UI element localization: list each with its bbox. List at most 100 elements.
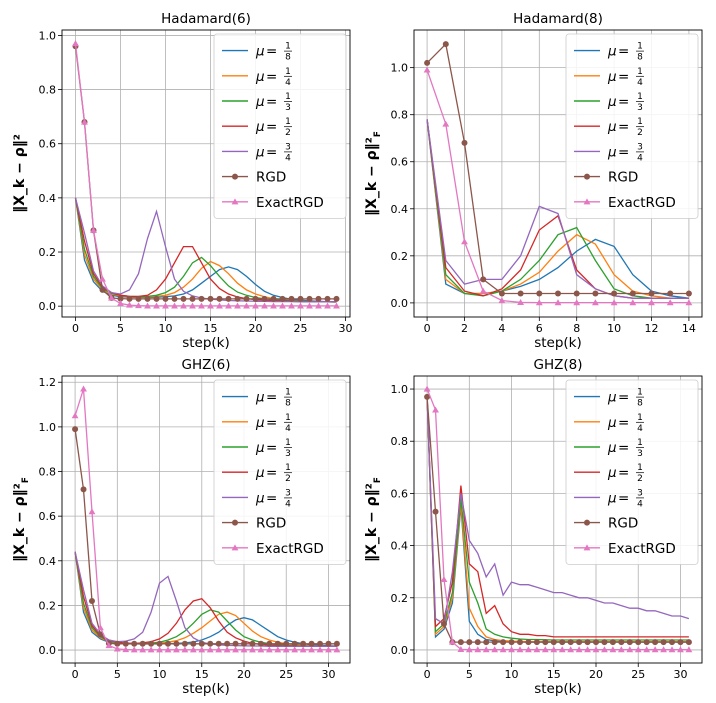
data-point (499, 646, 507, 653)
legend-label: μ (607, 440, 617, 456)
data-point (575, 646, 583, 653)
y-tick-label: 0.2 (391, 592, 409, 605)
x-tick-label: 30 (339, 322, 353, 335)
legend-frac-num: 1 (637, 438, 643, 448)
data-point (479, 287, 487, 294)
y-axis-label: ‖X_k − ρ‖² (12, 134, 28, 213)
legend-frac-den: 4 (285, 424, 291, 434)
data-point (432, 508, 439, 515)
data-point (144, 302, 151, 309)
data-point (243, 302, 250, 309)
legend-box (213, 379, 347, 565)
data-point (72, 426, 79, 433)
legend-frac-den: 4 (285, 78, 291, 88)
plot-area (423, 385, 693, 653)
data-point (114, 640, 121, 647)
legend-marker (583, 198, 591, 205)
data-point (498, 297, 506, 304)
data-point (171, 302, 178, 309)
data-point (618, 639, 625, 646)
series-line-3 (426, 396, 689, 638)
data-point (291, 640, 298, 647)
legend-label-eq: = (266, 69, 277, 85)
data-point (117, 300, 124, 307)
legend-frac-num: 3 (637, 142, 643, 152)
legend-frac-den: 8 (285, 399, 291, 409)
data-point (308, 646, 315, 653)
data-point (593, 639, 600, 646)
data-point (324, 295, 331, 302)
legend-frac-num: 1 (637, 117, 643, 127)
x-tick-label: 25 (294, 322, 308, 335)
legend-frac-num: 1 (285, 92, 291, 102)
y-tick-label: 0.4 (39, 192, 57, 205)
y-tick-label: 0.4 (391, 540, 409, 553)
data-point (164, 646, 172, 653)
x-tick-label: 30 (673, 668, 687, 681)
data-point (282, 646, 290, 653)
legend-frac-num: 1 (637, 67, 643, 77)
data-point (576, 639, 583, 646)
legend-label: μ (607, 144, 617, 160)
x-tick-label: 5 (466, 668, 473, 681)
legend-frac-den: 8 (637, 53, 643, 63)
x-tick-label: 0 (424, 322, 431, 335)
data-point (482, 646, 490, 653)
data-point (105, 642, 113, 649)
legend-frac-den: 2 (285, 474, 291, 484)
data-point (270, 302, 277, 309)
data-point (617, 646, 625, 653)
data-point (324, 302, 331, 309)
data-point (234, 302, 241, 309)
data-point (629, 299, 637, 306)
data-point (533, 646, 541, 653)
legend-frac-num: 3 (285, 488, 291, 498)
data-point (180, 295, 187, 302)
data-point (88, 597, 95, 604)
data-point (584, 646, 591, 653)
legend-frac-den: 3 (637, 449, 643, 459)
data-point (465, 646, 473, 653)
series-line-1 (426, 119, 689, 299)
data-point (629, 290, 636, 297)
data-point (207, 302, 214, 309)
axes-frame (61, 375, 351, 664)
legend-marker (583, 544, 591, 551)
legend-frac-num: 3 (637, 488, 643, 498)
y-tick-label: 0.6 (39, 138, 57, 151)
legend-frac-num: 1 (285, 463, 291, 473)
legend-frac-num: 1 (637, 42, 643, 52)
data-point (113, 645, 121, 652)
data-point (130, 646, 138, 653)
subplot-2: 0 5 10 15 20 25 30 0.0 0.2 0.4 0.6 0.8 1.0 1.2 GHZ(6) s… (12, 357, 351, 697)
legend-label: μ (255, 415, 265, 431)
y-axis-label-subscript: F (373, 131, 383, 137)
plot-area (423, 41, 693, 306)
legend-frac-num: 1 (285, 438, 291, 448)
legend-label: RGD (256, 516, 286, 532)
legend-label: μ (255, 144, 265, 160)
legend-label-eq: = (266, 415, 277, 431)
data-point (669, 639, 676, 646)
legend-label: μ (607, 94, 617, 110)
data-point (274, 640, 281, 647)
legend-label-eq: = (618, 465, 629, 481)
x-tick-label: 5 (114, 668, 121, 681)
chart-title: GHZ(8) (534, 357, 583, 373)
data-point (325, 646, 332, 653)
y-axis-label: ‖X_k − ρ‖²F (12, 477, 31, 562)
legend-frac-den: 3 (637, 103, 643, 113)
legend-marker (232, 173, 238, 180)
legend-frac-num: 1 (637, 388, 643, 398)
data-point (315, 302, 322, 309)
legend-box (565, 33, 699, 219)
data-point (270, 295, 277, 302)
data-point (171, 295, 178, 302)
data-point (424, 59, 431, 66)
legend-label-eq: = (618, 69, 629, 85)
data-point (232, 646, 239, 653)
y-tick-label: 1.2 (39, 376, 57, 389)
x-tick-label: 8 (573, 322, 580, 335)
legend-frac-den: 8 (637, 399, 643, 409)
